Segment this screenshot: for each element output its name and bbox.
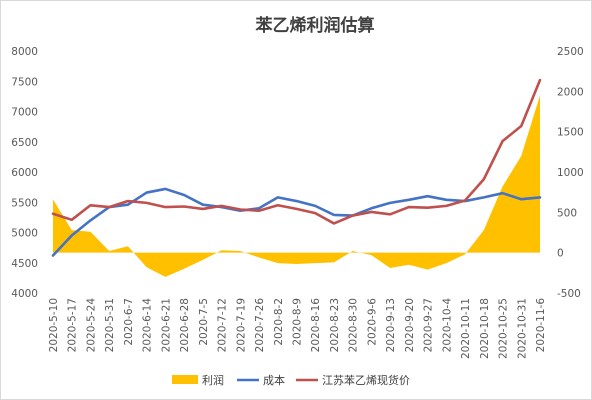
x-tick-label: 2020-10-18 [479,298,491,359]
x-tick-label: 2020-9-13 [385,298,397,352]
left-tick-label: 8000 [11,46,38,58]
left-tick-label: 4000 [11,288,38,300]
right-tick-label: 0 [557,248,564,260]
right-tick-label: -500 [557,288,581,300]
x-tick-label: 2020-7-26 [254,298,266,353]
legend: 利润 成本 江苏苯乙烯现货价 [172,373,410,387]
x-tick-label: 2020-10-11 [460,298,472,359]
spot-price-line [51,78,542,225]
right-tick-label: 2500 [557,46,584,58]
x-tick-label: 2020-7-19 [235,298,247,352]
x-tick-label: 2020-9-20 [404,298,416,352]
left-tick-label: 7500 [11,76,38,88]
line-layer [51,78,542,257]
x-tick-label: 2020-6-7 [123,298,135,346]
right-tick-label: 500 [557,207,577,219]
x-tick-label: 2020-6-28 [179,298,191,352]
x-tick-label: 2020-9-6 [366,298,378,346]
x-tick-label: 2020-8-23 [329,298,341,352]
x-tick-label: 2020-10-4 [441,298,453,353]
x-tick-label: 2020-6-14 [142,298,154,353]
legend-label: 利润 [202,373,224,387]
left-tick-label: 6500 [11,137,38,149]
x-tick-label: 2020-6-21 [160,298,172,352]
x-tick-label: 2020-5-17 [67,298,79,352]
x-tick-label: 2020-10-31 [516,298,528,359]
left-tick-label: 6000 [11,167,38,179]
right-tick-label: 1000 [557,167,584,179]
right-tick-label: 2000 [557,86,584,98]
left-tick-label: 4500 [11,258,38,270]
x-tick-label: 2020-8-9 [292,298,304,346]
x-tick-label: 2020-9-27 [423,298,435,352]
x-tick-label: 2020-5-31 [104,298,116,352]
x-tick-label: 2020-10-25 [498,298,510,359]
x-tick-label: 2020-8-16 [310,298,322,353]
left-tick-label: 5500 [11,197,38,209]
x-axis: 2020-5-10 2020-5-17 2020-5-24 2020-5-31 2020… [48,298,547,359]
x-tick-label: 2020-11-6 [535,298,547,353]
x-tick-label: 2020-5-10 [48,298,60,352]
legend-swatch-area [172,375,198,384]
x-tick-label: 2020-8-2 [273,298,285,346]
x-tick-label: 2020-7-5 [198,298,210,346]
left-tick-label: 5000 [11,228,38,240]
legend-label: 成本 [263,373,285,387]
left-tick-label: 7000 [11,107,38,119]
right-axis: -500 0 500 1000 1500 2000 2500 [557,46,584,300]
legend-label: 江苏苯乙烯现货价 [322,373,410,387]
x-tick-label: 2020-5-24 [86,298,98,353]
x-tick-label: 2020-7-12 [217,298,229,352]
x-tick-label: 2020-8-30 [348,298,360,352]
right-tick-label: 1500 [557,127,584,139]
chart-title: 苯乙烯利润估算 [255,15,375,36]
left-axis: 4000 4500 5000 5500 6000 6500 7000 7500 8000 [11,46,38,300]
